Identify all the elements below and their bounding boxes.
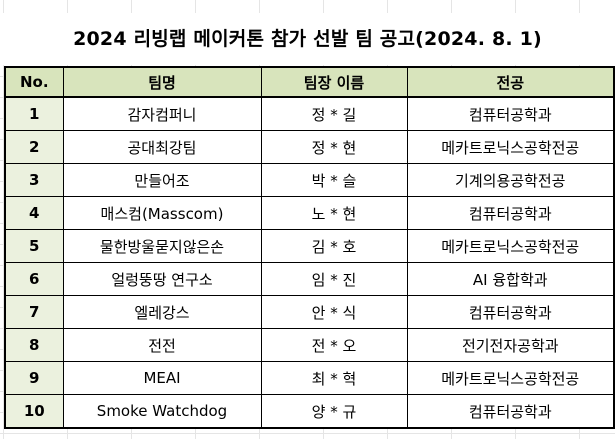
cell-no[interactable]: 7 [4,295,64,329]
cell-no[interactable]: 4 [4,196,64,230]
cell-major[interactable]: 메카트로닉스공학전공 [406,229,615,263]
table-row: 7 엘레강스 안 * 식 컴퓨터공학과 [4,295,615,329]
cell-major[interactable]: 메카트로닉스공학전공 [406,361,615,395]
cell-no[interactable]: 2 [4,130,64,164]
cell-no[interactable]: 6 [4,262,64,296]
team-roster-table: No. 팀명 팀장 이름 전공 1 감자컴퍼니 정 * 길 컴퓨터공학과 2 공… [4,66,615,429]
table-row: 8 전전 전 * 오 전기전자공학과 [4,328,615,362]
cell-major[interactable]: AI 융합학과 [406,262,615,296]
cell-team-name[interactable]: Smoke Watchdog [62,394,262,429]
cell-no[interactable]: 9 [4,361,64,395]
cell-team-name[interactable]: 물한방울묻지않은손 [62,229,262,263]
cell-leader-name[interactable]: 안 * 식 [260,295,408,329]
table-row: 9 MEAI 최 * 혁 메카트로닉스공학전공 [4,361,615,395]
header-team-name[interactable]: 팀명 [62,66,262,98]
table-row: 1 감자컴퍼니 정 * 길 컴퓨터공학과 [4,96,615,131]
cell-major[interactable]: 컴퓨터공학과 [406,295,615,329]
cell-major[interactable]: 전기전자공학과 [406,328,615,362]
table-row: 3 만들어조 박 * 슬 기계의용공학전공 [4,163,615,197]
table-row: 5 물한방울묻지않은손 김 * 호 메카트로닉스공학전공 [4,229,615,263]
cell-leader-name[interactable]: 노 * 현 [260,196,408,230]
cell-leader-name[interactable]: 정 * 현 [260,130,408,164]
table-header-row: No. 팀명 팀장 이름 전공 [4,66,615,98]
cell-team-name[interactable]: 감자컴퍼니 [62,96,262,131]
table-row: 10 Smoke Watchdog 양 * 규 컴퓨터공학과 [4,394,615,429]
cell-leader-name[interactable]: 정 * 길 [260,96,408,131]
cell-no[interactable]: 3 [4,163,64,197]
cell-leader-name[interactable]: 김 * 호 [260,229,408,263]
cell-major[interactable]: 컴퓨터공학과 [406,394,615,429]
cell-leader-name[interactable]: 최 * 혁 [260,361,408,395]
cell-leader-name[interactable]: 전 * 오 [260,328,408,362]
page-title: 2024 리빙랩 메이커톤 참가 선발 팀 공고(2024. 8. 1) [0,13,615,65]
header-leader-name[interactable]: 팀장 이름 [260,66,408,98]
table-row: 4 매스컴(Masscom) 노 * 현 컴퓨터공학과 [4,196,615,230]
cell-team-name[interactable]: 전전 [62,328,262,362]
header-major[interactable]: 전공 [406,66,615,98]
table-row: 2 공대최강팀 정 * 현 메카트로닉스공학전공 [4,130,615,164]
cell-no[interactable]: 1 [4,96,64,131]
cell-team-name[interactable]: 매스컴(Masscom) [62,196,262,230]
cell-leader-name[interactable]: 양 * 규 [260,394,408,429]
cell-team-name[interactable]: MEAI [62,361,262,395]
cell-team-name[interactable]: 얼렁뚱땅 연구소 [62,262,262,296]
table-row: 6 얼렁뚱땅 연구소 임 * 진 AI 융합학과 [4,262,615,296]
cell-team-name[interactable]: 만들어조 [62,163,262,197]
cell-major[interactable]: 컴퓨터공학과 [406,96,615,131]
cell-no[interactable]: 10 [4,394,64,429]
cell-major[interactable]: 기계의용공학전공 [406,163,615,197]
header-no[interactable]: No. [4,66,64,98]
cell-team-name[interactable]: 엘레강스 [62,295,262,329]
cell-leader-name[interactable]: 임 * 진 [260,262,408,296]
cell-team-name[interactable]: 공대최강팀 [62,130,262,164]
cell-no[interactable]: 5 [4,229,64,263]
cell-major[interactable]: 메카트로닉스공학전공 [406,130,615,164]
cell-major[interactable]: 컴퓨터공학과 [406,196,615,230]
cell-no[interactable]: 8 [4,328,64,362]
cell-leader-name[interactable]: 박 * 슬 [260,163,408,197]
